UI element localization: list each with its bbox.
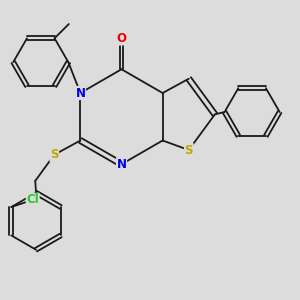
Text: Cl: Cl — [26, 194, 39, 206]
Text: S: S — [184, 143, 193, 157]
Text: N: N — [116, 158, 127, 171]
Text: O: O — [116, 32, 127, 45]
Text: S: S — [50, 148, 58, 161]
Text: N: N — [75, 86, 85, 100]
